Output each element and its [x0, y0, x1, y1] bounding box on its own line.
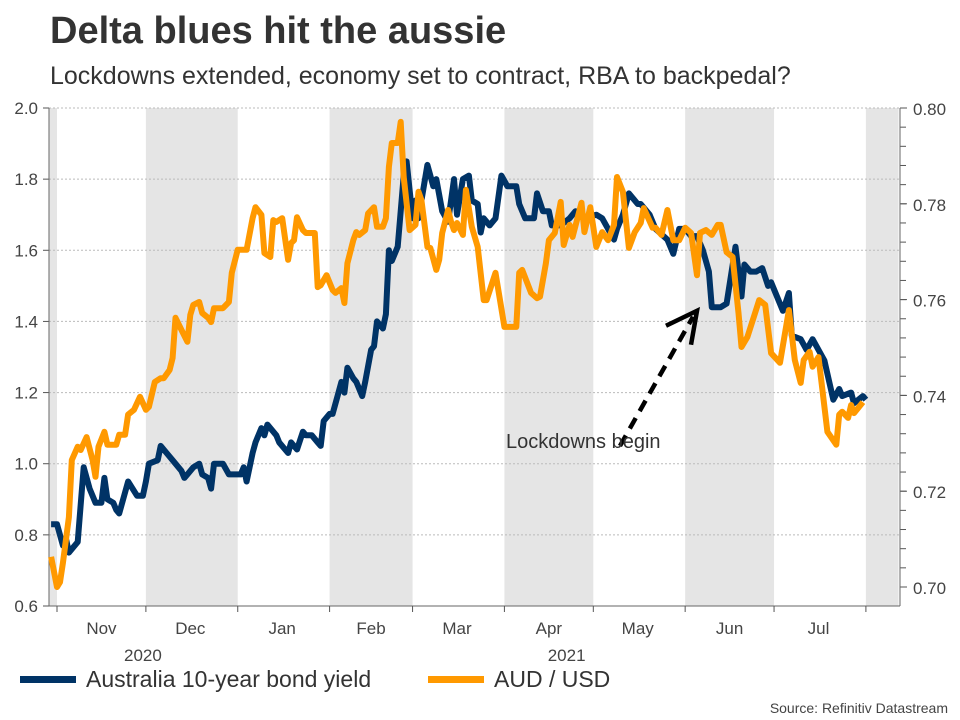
x-axis-year-label: 2021 [548, 646, 586, 665]
shaded-month-band [685, 108, 775, 606]
right-axis-tick-label: 0.72 [913, 483, 946, 502]
x-axis-month-label: Jan [268, 619, 295, 638]
legend-item-yield: Australia 10-year bond yield [20, 666, 371, 693]
left-axis-tick-label: 0.8 [14, 526, 38, 545]
left-axis-tick-label: 2.0 [14, 99, 38, 118]
source-note: Source: Refinitiv Datastream [769, 700, 948, 716]
x-axis-month-label: May [622, 619, 655, 638]
legend-swatch-audusd [428, 676, 484, 683]
left-axis-tick-label: 1.0 [14, 455, 38, 474]
x-axis-month-label: Nov [86, 619, 117, 638]
x-axis-month-label: Mar [442, 619, 472, 638]
left-axis-tick-label: 1.8 [14, 170, 38, 189]
annotation-arrow-shaft [618, 315, 695, 448]
x-axis-month-label: Feb [356, 619, 385, 638]
shaded-month-band [145, 108, 238, 606]
right-axis-tick-label: 0.74 [913, 387, 946, 406]
x-axis-month-label: Apr [536, 619, 563, 638]
legend-item-audusd: AUD / USD [428, 666, 610, 693]
left-axis-tick-label: 1.2 [14, 384, 38, 403]
left-axis-tick-label: 0.6 [14, 597, 38, 616]
right-axis-tick-label: 0.78 [913, 196, 946, 215]
right-axis-tick-label: 0.76 [913, 292, 946, 311]
shaded-month-band [504, 108, 594, 606]
x-axis-year-label: 2020 [124, 646, 162, 665]
annotation-arrow-head [665, 306, 700, 346]
legend-label-yield: Australia 10-year bond yield [86, 666, 372, 692]
right-axis-tick-label: 0.80 [913, 100, 946, 119]
shaded-month-band [865, 108, 899, 606]
shaded-month-band [49, 108, 57, 606]
x-axis-month-label: Dec [175, 619, 206, 638]
left-axis-tick-label: 1.4 [14, 312, 38, 331]
series-line-audusd [48, 118, 866, 590]
x-axis-month-label: Jul [808, 619, 830, 638]
annotation-label: Lockdowns begin [506, 431, 661, 453]
left-axis-tick-label: 1.6 [14, 241, 38, 260]
legend-label-audusd: AUD / USD [494, 666, 611, 692]
chart-title: Delta blues hit the aussie [50, 10, 507, 52]
chart-subtitle: Lockdowns extended, economy set to contr… [50, 62, 791, 90]
legend-swatch-yield [20, 676, 76, 683]
x-axis-month-label: Jun [716, 619, 743, 638]
right-axis-tick-label: 0.70 [913, 579, 946, 598]
